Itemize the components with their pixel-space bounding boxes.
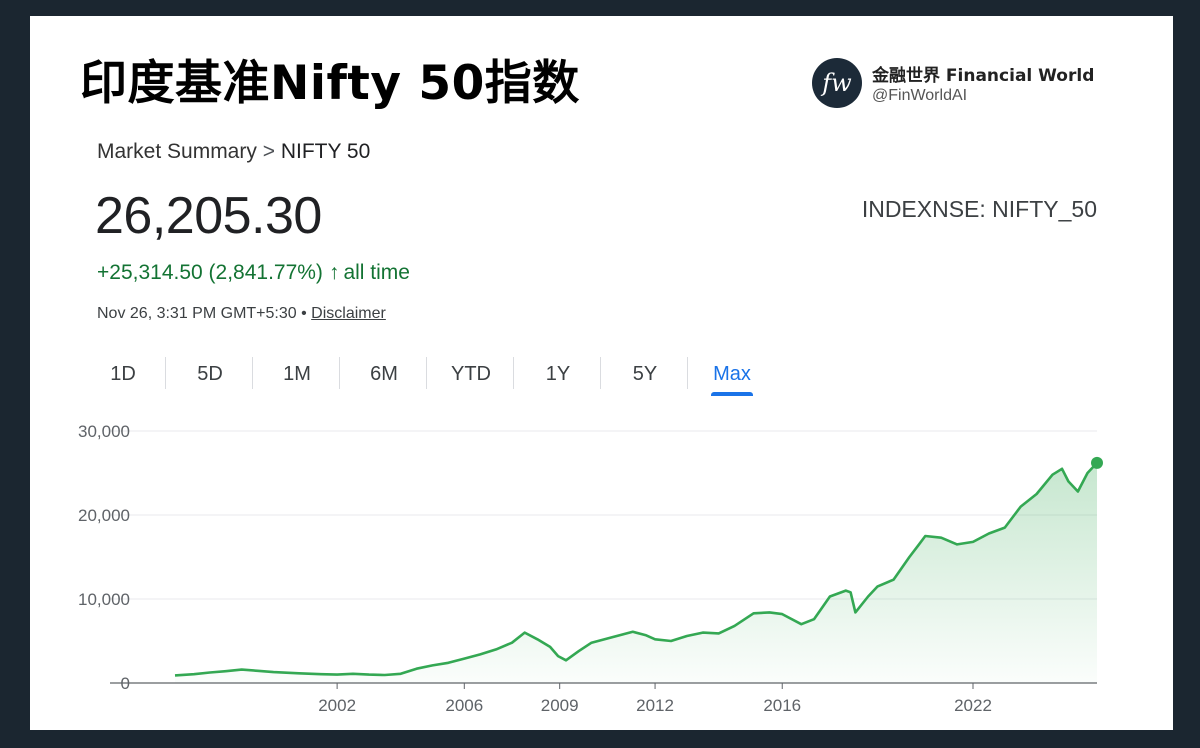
tab-5y[interactable]: 5Y: [602, 354, 688, 400]
change-period: all time: [343, 261, 410, 284]
tab-divider: [600, 357, 601, 389]
tab-label: YTD: [451, 363, 491, 385]
price-line: [174, 462, 1098, 677]
tab-divider: [426, 357, 427, 389]
x-tick-label: 2016: [763, 696, 801, 715]
tab-divider: [687, 357, 688, 389]
tab-label: 5D: [197, 363, 223, 385]
bullet-separator: •: [301, 305, 307, 322]
arrow-up-icon: ↑: [328, 261, 340, 284]
last-price-marker: [1091, 456, 1103, 469]
breadcrumb-parent[interactable]: Market Summary: [97, 140, 257, 163]
x-tick-label: 2012: [636, 696, 674, 715]
active-tab-indicator: [711, 392, 753, 396]
timestamp-line: Nov 26, 3:31 PM GMT+5:30 • Disclaimer: [97, 305, 386, 323]
y-tick-label: 30,000: [78, 422, 130, 441]
tab-label: 5Y: [632, 363, 658, 385]
area-fill: [175, 462, 1097, 683]
headline: 印度基准Nifty 50指数: [80, 56, 580, 111]
ticker-symbol: INDEXNSE: NIFTY_50: [861, 196, 1097, 222]
timestamp: Nov 26, 3:31 PM GMT+5:30: [97, 305, 297, 322]
tab-label: 6M: [370, 363, 398, 385]
price-change: +25,314.50 (2,841.77%) ↑ all time: [97, 261, 410, 285]
tab-divider: [252, 357, 253, 389]
tab-5d[interactable]: 5D: [167, 354, 253, 400]
tab-label: 1D: [110, 363, 136, 385]
breadcrumb: Market Summary > NIFTY 50: [97, 140, 370, 164]
brand-name: 金融世界 Financial World: [872, 66, 1095, 86]
disclaimer-link[interactable]: Disclaimer: [311, 305, 386, 322]
brand-handle: @FinWorldAI: [872, 87, 968, 104]
y-tick-label: 10,000: [78, 590, 130, 609]
tab-divider: [165, 357, 166, 389]
tab-label: 1Y: [545, 363, 571, 385]
tab-1y[interactable]: 1Y: [515, 354, 601, 400]
brand-block: fw 金融世界 Financial World @FinWorldAI: [812, 58, 1112, 114]
x-tick-label: 2006: [445, 696, 483, 715]
tab-divider: [513, 357, 514, 389]
tab-1m[interactable]: 1M: [254, 354, 340, 400]
tab-1d[interactable]: 1D: [80, 354, 166, 400]
x-tick-label: 2022: [954, 696, 992, 715]
change-value: +25,314.50 (2,841.77%): [97, 261, 323, 284]
tab-label: 1M: [283, 363, 311, 385]
current-price: 26,205.30: [95, 187, 322, 245]
breadcrumb-current: NIFTY 50: [280, 140, 371, 163]
brand-logo: fw: [812, 58, 862, 108]
tab-6m[interactable]: 6M: [341, 354, 427, 400]
content-card: 印度基准Nifty 50指数 fw 金融世界 Financial World @…: [30, 16, 1173, 730]
tab-label: Max: [713, 363, 751, 385]
x-tick-label: 2002: [318, 696, 356, 715]
y-tick-label: 20,000: [78, 506, 130, 525]
tab-max[interactable]: Max: [689, 354, 775, 400]
x-tick-label: 2009: [541, 696, 579, 715]
tab-ytd[interactable]: YTD: [428, 354, 514, 400]
breadcrumb-separator: >: [262, 140, 275, 163]
tab-divider: [339, 357, 340, 389]
